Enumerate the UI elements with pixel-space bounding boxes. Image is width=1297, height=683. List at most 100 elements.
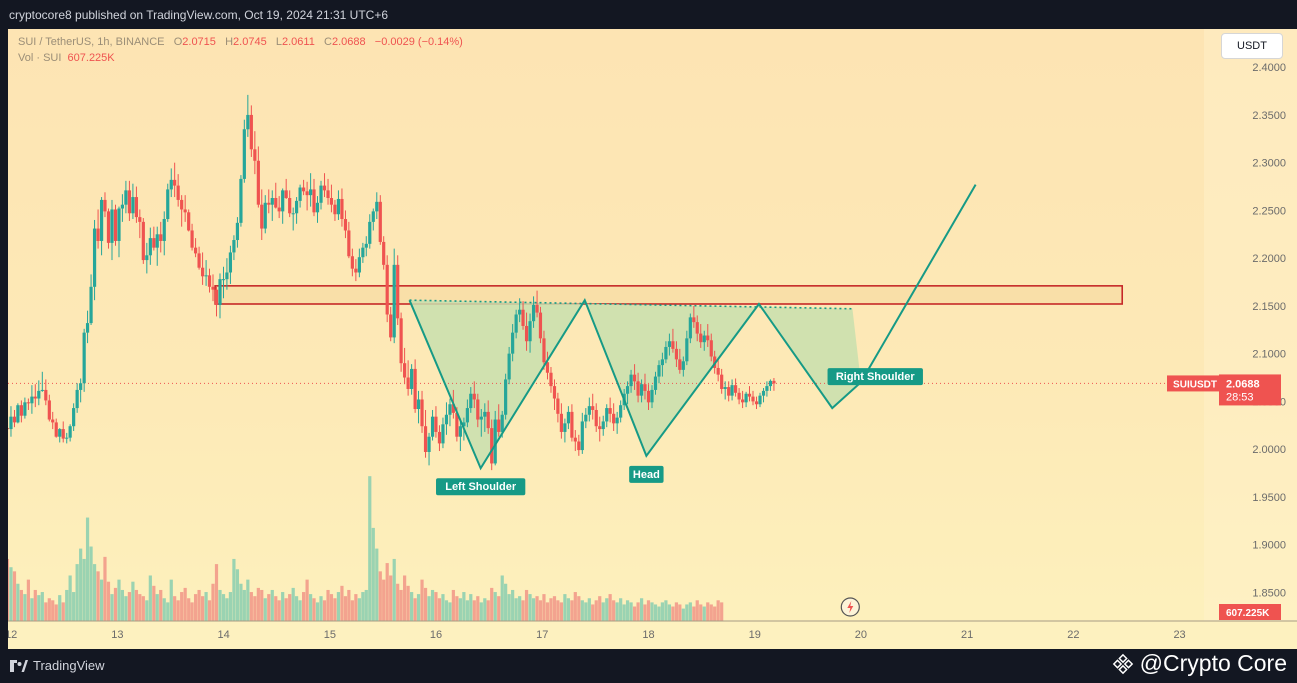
candle-body: [605, 408, 609, 422]
volume-bar: [319, 596, 323, 621]
candle-body: [298, 187, 302, 201]
volume-bar: [85, 517, 90, 621]
candle-body: [329, 198, 334, 205]
candle-body: [113, 209, 118, 241]
volume-bar: [465, 600, 469, 621]
candle-body: [368, 221, 372, 244]
price-tick-label: 1.9500: [1252, 492, 1286, 504]
candle-body: [218, 279, 222, 305]
volume-bar: [500, 575, 504, 621]
volume-bar: [361, 592, 365, 621]
volume-bar: [504, 583, 508, 621]
price-tick-label: 2.1500: [1252, 301, 1286, 313]
candle-body: [193, 247, 198, 254]
legend-open-label: O: [173, 36, 183, 48]
volume-bar: [340, 585, 344, 621]
candle-body: [312, 189, 316, 213]
volume-bar: [336, 592, 341, 621]
candle-body: [124, 190, 128, 205]
volume-bar: [605, 598, 609, 621]
candle-body: [19, 405, 23, 416]
time-tick-label: 12: [8, 629, 17, 641]
chart-area[interactable]: Left Shoulder Head Right Shoulder 2.4000 2.3…: [8, 29, 1297, 649]
candle-body: [643, 384, 647, 391]
volume-bar: [497, 596, 501, 621]
candle-body: [288, 198, 292, 214]
chart-canvas[interactable]: Left Shoulder Head Right Shoulder 2.4000 2.3…: [8, 29, 1297, 649]
candle-body: [40, 389, 44, 391]
volume-bar: [657, 606, 661, 621]
volume-bar: [110, 594, 114, 621]
legend-close-value: 2.0688: [331, 36, 366, 48]
candle-body: [504, 379, 508, 415]
volume-bar: [159, 589, 163, 621]
candle-body: [235, 222, 240, 241]
candle-body: [263, 202, 267, 229]
candle-body: [758, 395, 762, 405]
time-tick-label: 20: [855, 629, 867, 641]
volume-bar: [441, 594, 445, 621]
candle-body: [176, 185, 180, 200]
volume-bar: [514, 598, 518, 621]
volume-bar: [326, 589, 330, 621]
volume-bar: [636, 602, 640, 621]
price-tick-label: 1.8500: [1252, 587, 1286, 599]
volume-bar: [294, 596, 299, 621]
diamond-logo-icon: [1112, 653, 1133, 674]
candle-body: [326, 190, 330, 199]
volume-bar: [329, 594, 334, 621]
volume-bar: [720, 602, 724, 621]
candle-body: [33, 396, 37, 399]
candle-body: [106, 211, 111, 243]
candle-body: [448, 404, 452, 415]
legend-symbol: SUI / TetherUS, 1h, BINANCE: [18, 36, 165, 48]
volume-bar: [692, 606, 696, 621]
volume-bar: [277, 600, 281, 621]
volume-bar: [601, 602, 605, 621]
currency-button[interactable]: USDT: [1221, 33, 1283, 59]
price-tick-label: 2.3000: [1252, 158, 1286, 170]
candle-body: [500, 414, 504, 432]
candle-body: [462, 422, 466, 427]
candle-body: [92, 228, 97, 287]
candle-body: [138, 217, 142, 222]
candle-body: [556, 398, 560, 414]
volume-bar: [103, 556, 107, 621]
candle-body: [396, 264, 400, 319]
volume-bar: [145, 600, 149, 621]
price-tag-countdown: 28:53: [1226, 391, 1254, 403]
candle-body: [657, 365, 661, 377]
candle-body: [232, 240, 236, 253]
volume-bar: [298, 600, 302, 621]
candle-body: [563, 423, 567, 432]
candle-body: [646, 390, 651, 403]
candle-body: [260, 204, 264, 229]
candle-body: [747, 393, 752, 397]
candle-body: [768, 380, 773, 387]
volume-bar: [214, 564, 219, 621]
volume-bar: [643, 604, 647, 621]
volume-bar: [333, 598, 337, 621]
candle-body: [737, 392, 741, 400]
candle-body: [545, 362, 550, 373]
volume-bar: [563, 594, 567, 621]
candle-body: [692, 317, 696, 323]
candle-body: [364, 243, 368, 248]
candle-body: [455, 412, 459, 437]
candle-body: [197, 253, 201, 268]
candle-body: [430, 416, 435, 437]
volume-bar: [221, 594, 226, 621]
candle-body: [723, 387, 727, 389]
candle-body: [246, 114, 250, 130]
candle-body: [486, 411, 490, 429]
candle-body: [413, 368, 417, 410]
candle-body: [253, 149, 257, 161]
candle-body: [511, 332, 515, 354]
candle-body: [542, 338, 546, 363]
volume-bar: [305, 579, 309, 621]
volume-tag: 607.225K: [1226, 608, 1270, 619]
legend-change: −0.0029 (−0.14%): [374, 36, 463, 48]
candle-body: [291, 213, 295, 215]
candle-body: [772, 380, 776, 384]
volume-bar: [204, 592, 208, 621]
